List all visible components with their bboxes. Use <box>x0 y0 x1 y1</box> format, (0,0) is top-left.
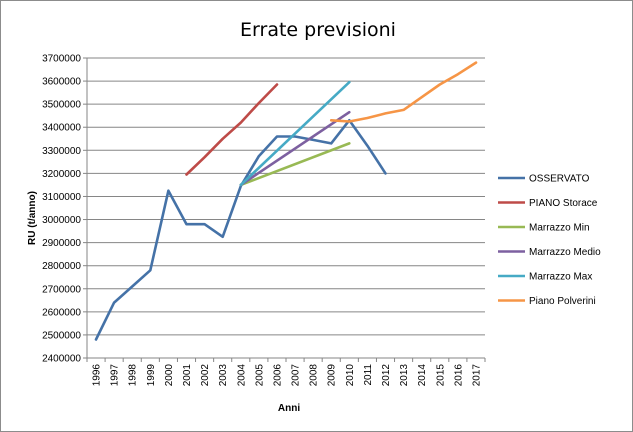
series-line-marrazzo-medio <box>239 110 351 187</box>
legend: OSSERVATO PIANO Storace Marrazzo Min Marraz… <box>498 174 601 307</box>
y-tick-label: 3400000 <box>42 123 81 134</box>
x-tick-label: 2016 <box>453 364 464 387</box>
legend-label-osservato: OSSERVATO <box>529 174 590 185</box>
legend-label-marrazzo-max: Marrazzo Max <box>529 272 592 283</box>
y-tick-label: 3000000 <box>42 215 81 226</box>
series-layer <box>94 61 478 341</box>
x-tick-label: 2005 <box>254 364 265 387</box>
x-tick-label: 2008 <box>309 364 320 387</box>
y-tick-label: 3300000 <box>42 146 81 157</box>
y-tick-label: 3700000 <box>42 54 81 65</box>
y-tick-label: 3600000 <box>42 77 81 88</box>
y-axis-title: RU (t/anno) <box>27 191 38 245</box>
x-tick-label: 2009 <box>327 364 338 387</box>
x-tick-label: 2007 <box>291 364 302 387</box>
y-axis-ticks: 2400000 2500000 2600000 2700000 2800000 29000… <box>42 54 87 365</box>
y-tick-label: 3500000 <box>42 100 81 111</box>
y-tick-label: 2600000 <box>42 307 81 318</box>
series-line-marrazzo-min <box>239 142 351 187</box>
y-tick-label: 2700000 <box>42 284 81 295</box>
legend-label-marrazzo-min: Marrazzo Min <box>529 223 590 234</box>
series-line-piano-storace <box>185 83 279 176</box>
x-tick-label: 2001 <box>182 364 193 387</box>
series-line-osservato <box>94 119 387 341</box>
axes <box>86 58 485 359</box>
x-tick-label: 2012 <box>381 364 392 387</box>
x-tick-label: 1996 <box>92 364 103 387</box>
x-tick-label: 2013 <box>399 364 410 387</box>
x-axis-ticks: 1996 1997 1998 1999 2000 2001 2002 2003 2004 2005… <box>86 358 486 387</box>
y-tick-label: 2800000 <box>42 261 81 272</box>
x-tick-label: 2010 <box>345 364 356 387</box>
series-line-marrazzo-max <box>239 80 351 187</box>
y-tick-label: 2500000 <box>42 330 81 341</box>
x-tick-label: 2002 <box>200 364 211 387</box>
x-tick-label: 2004 <box>236 364 247 387</box>
x-tick-label: 2011 <box>363 364 374 386</box>
series-line-piano-polverini <box>329 61 478 123</box>
x-tick-label: 2017 <box>471 364 482 387</box>
chart-title: Errate previsioni <box>240 19 396 41</box>
legend-label-piano-storace: PIANO Storace <box>529 198 598 209</box>
x-tick-label: 1998 <box>128 364 139 387</box>
y-tick-label: 3200000 <box>42 169 81 180</box>
x-tick-label: 1997 <box>110 364 121 387</box>
x-tick-label: 2014 <box>417 364 428 387</box>
x-tick-label: 2015 <box>435 364 446 387</box>
legend-label-marrazzo-medio: Marrazzo Medio <box>529 247 601 258</box>
y-tick-label: 2900000 <box>42 238 81 249</box>
gridlines <box>87 57 485 359</box>
y-tick-label: 3100000 <box>42 192 81 203</box>
y-tick-label: 2400000 <box>42 354 81 365</box>
x-axis-title: Anni <box>278 403 300 414</box>
x-tick-label: 2006 <box>272 364 283 387</box>
x-tick-label: 2003 <box>218 364 229 387</box>
legend-label-piano-polverini: Piano Polverini <box>529 296 596 307</box>
x-tick-label: 1999 <box>146 364 157 387</box>
x-tick-label: 2000 <box>164 364 175 387</box>
